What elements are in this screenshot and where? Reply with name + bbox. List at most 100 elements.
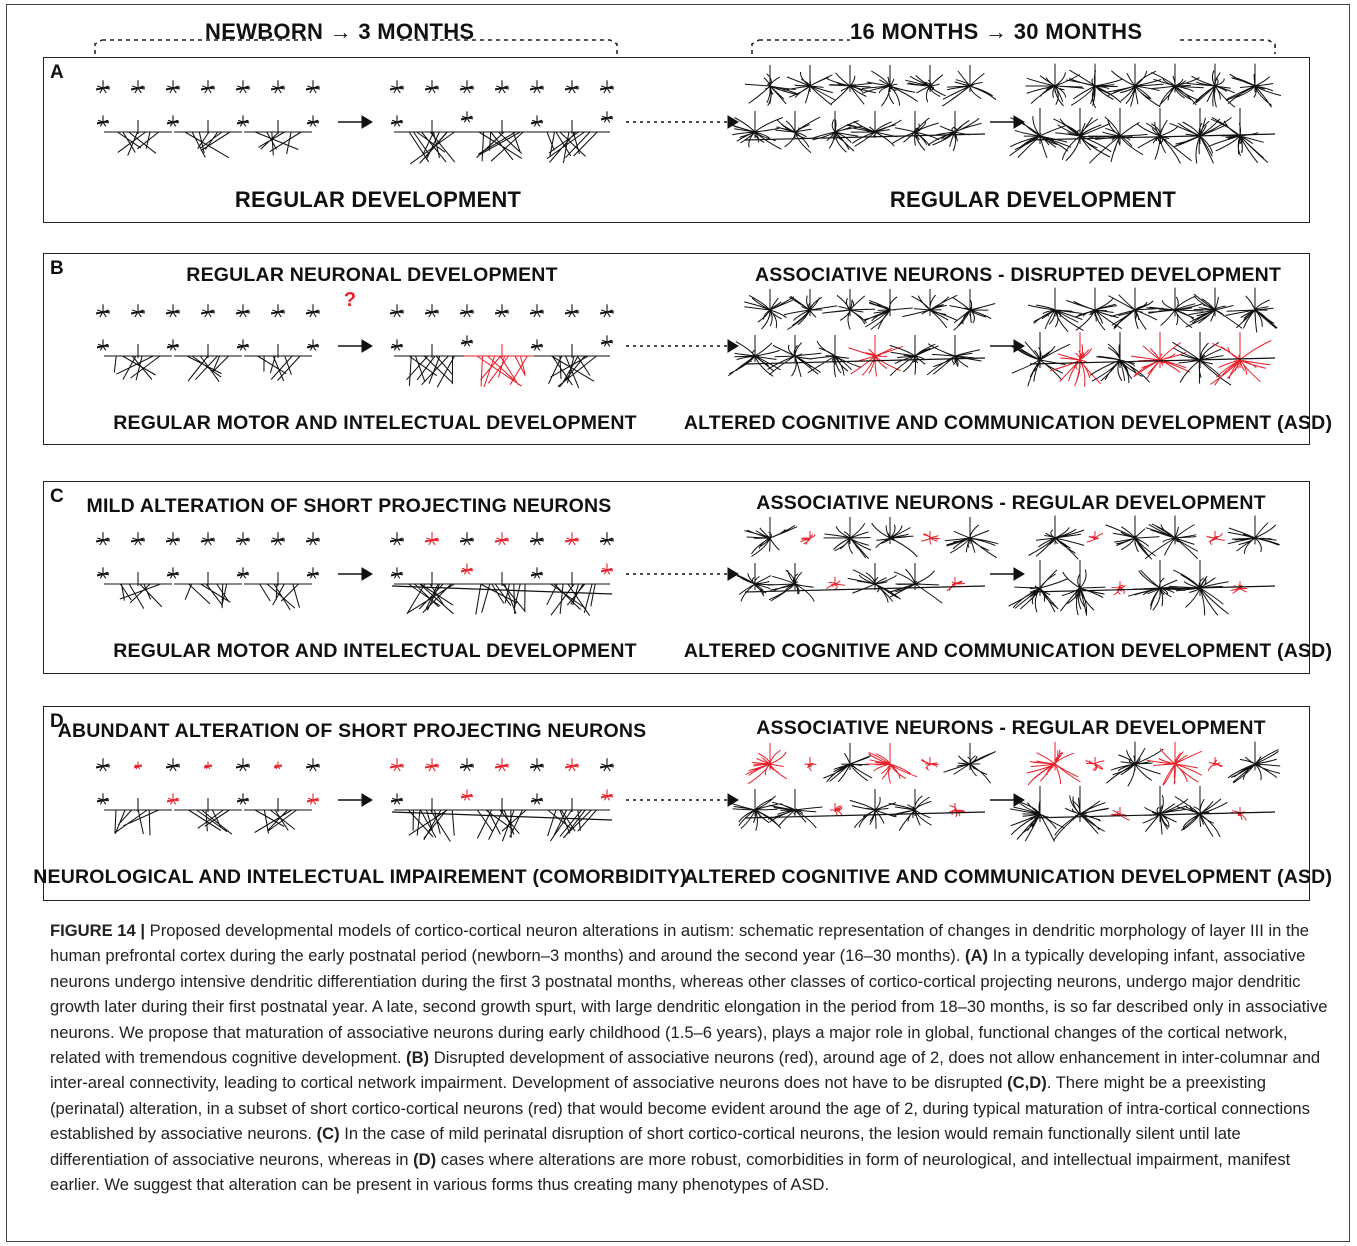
mature-neuron	[949, 289, 996, 331]
panel-a-bottom-right: REGULAR DEVELOPMENT	[889, 187, 1177, 212]
small-neuron	[95, 80, 111, 94]
small-neuron	[200, 532, 216, 546]
small-neuron	[305, 304, 321, 318]
pyramidal-neuron	[174, 344, 242, 383]
small-neuron	[165, 304, 181, 318]
mature-neuron	[1053, 108, 1112, 162]
small-neuron	[235, 532, 251, 546]
panel-c: C	[43, 481, 1310, 674]
pyramidal-neuron	[244, 572, 312, 611]
mature-neuron	[1210, 332, 1272, 386]
small-neuron	[600, 789, 614, 801]
arrow-head	[361, 793, 373, 807]
small-neuron	[424, 532, 440, 546]
small-neuron	[599, 532, 615, 546]
pyramidal-neuron	[464, 120, 540, 162]
panel-c-bottom-left: REGULAR MOTOR AND INTELECTUAL DEVELOPMEN…	[113, 640, 637, 662]
panel-c-right-title: ASSOCIATIVE NEURONS - REGULAR DEVELOPMEN…	[756, 492, 1266, 514]
mature-neuron	[1174, 786, 1228, 838]
panel-a: A	[43, 57, 1310, 223]
mature-neuron	[1142, 786, 1189, 835]
axon-line	[391, 585, 613, 595]
mature-neuron	[804, 757, 817, 772]
mature-neuron	[1088, 108, 1148, 164]
small-neuron	[270, 304, 286, 318]
mature-neuron	[775, 111, 821, 154]
small-neuron	[530, 793, 544, 805]
mature-neuron	[849, 789, 897, 829]
small-neuron	[130, 304, 146, 318]
axon-line	[1029, 811, 1276, 819]
panel-d-right-title: ASSOCIATIVE NEURONS - REGULAR DEVELOPMEN…	[756, 717, 1266, 739]
mature-neuron	[847, 563, 901, 603]
caption-figure-label: FIGURE 14 |	[50, 921, 146, 940]
pyramidal-neuron	[464, 798, 540, 842]
small-neuron	[390, 115, 404, 127]
small-neuron	[95, 758, 111, 772]
mature-neuron	[1053, 786, 1109, 841]
small-neuron	[600, 111, 614, 123]
mature-neuron	[1010, 786, 1065, 842]
mature-neuron	[927, 111, 982, 152]
small-neuron	[96, 115, 110, 127]
panel-d-left-title: ABUNDANT ALTERATION OF SHORT PROJECTING …	[57, 720, 647, 742]
arrow-head	[361, 115, 373, 129]
small-neuron	[270, 532, 286, 546]
mature-neuron	[1227, 515, 1280, 554]
header-braces	[94, 39, 1276, 54]
mature-neuron	[1207, 757, 1223, 772]
small-neuron	[306, 793, 320, 805]
panel-c-left-title: MILD ALTERATION OF SHORT PROJECTING NEUR…	[86, 495, 612, 517]
small-neuron	[235, 80, 251, 94]
mature-neuron	[871, 517, 918, 558]
pyramidal-neuron	[534, 120, 610, 164]
pyramidal-neuron	[104, 344, 172, 381]
panel-letter: A	[50, 62, 64, 83]
mature-neuron	[1169, 108, 1232, 164]
arrow-head	[361, 567, 373, 581]
figure-caption: FIGURE 14 | Proposed developmental model…	[50, 918, 1330, 1197]
mature-neuron	[1172, 332, 1232, 386]
small-neuron	[600, 335, 614, 347]
caption-d: (D)	[413, 1149, 437, 1169]
small-neuron	[96, 567, 110, 579]
brace-early	[94, 39, 618, 54]
small-neuron	[306, 339, 320, 351]
small-neuron	[235, 758, 251, 772]
small-neuron	[599, 304, 615, 318]
mature-neuron	[744, 65, 798, 107]
pyramidal-neuron	[394, 344, 470, 388]
caption-b: (B)	[406, 1048, 430, 1068]
mature-neuron	[889, 335, 939, 377]
small-neuron	[166, 567, 180, 579]
mature-neuron	[1146, 741, 1202, 786]
mature-neuron	[1206, 531, 1225, 546]
small-neuron	[306, 567, 320, 579]
small-neuron	[600, 563, 614, 575]
mature-neuron	[1025, 63, 1085, 107]
small-neuron	[236, 793, 250, 805]
caption-c-text: In the case of mild perinatal disruption…	[50, 1124, 1241, 1169]
panel-a-bottom-left: REGULAR DEVELOPMENT	[234, 187, 522, 212]
mature-neuron	[1146, 287, 1204, 329]
figure-frame	[6, 4, 1350, 1242]
mature-neuron	[783, 289, 838, 331]
caption-intro: Proposed developmental models of cortico…	[50, 921, 1310, 966]
arrow-head	[727, 339, 739, 353]
mature-neuron	[783, 65, 836, 106]
small-neuron	[564, 304, 580, 318]
small-neuron	[165, 80, 181, 94]
header-late: 16 MONTHS → 30 MONTHS	[850, 19, 1143, 44]
small-neuron	[390, 339, 404, 351]
mature-neuron	[727, 335, 781, 377]
mature-neuron	[848, 335, 904, 377]
mature-neuron	[1230, 807, 1247, 821]
panel-b-bottom-right: ALTERED COGNITIVE AND COMMUNICATION DEVE…	[683, 412, 1333, 434]
mature-neuron	[1110, 807, 1130, 821]
pyramidal-neuron	[464, 572, 540, 615]
small-neuron	[530, 567, 544, 579]
axon-line	[744, 133, 986, 141]
mature-neuron	[1227, 741, 1281, 784]
small-neuron	[424, 304, 440, 318]
mature-neuron	[1106, 741, 1164, 787]
